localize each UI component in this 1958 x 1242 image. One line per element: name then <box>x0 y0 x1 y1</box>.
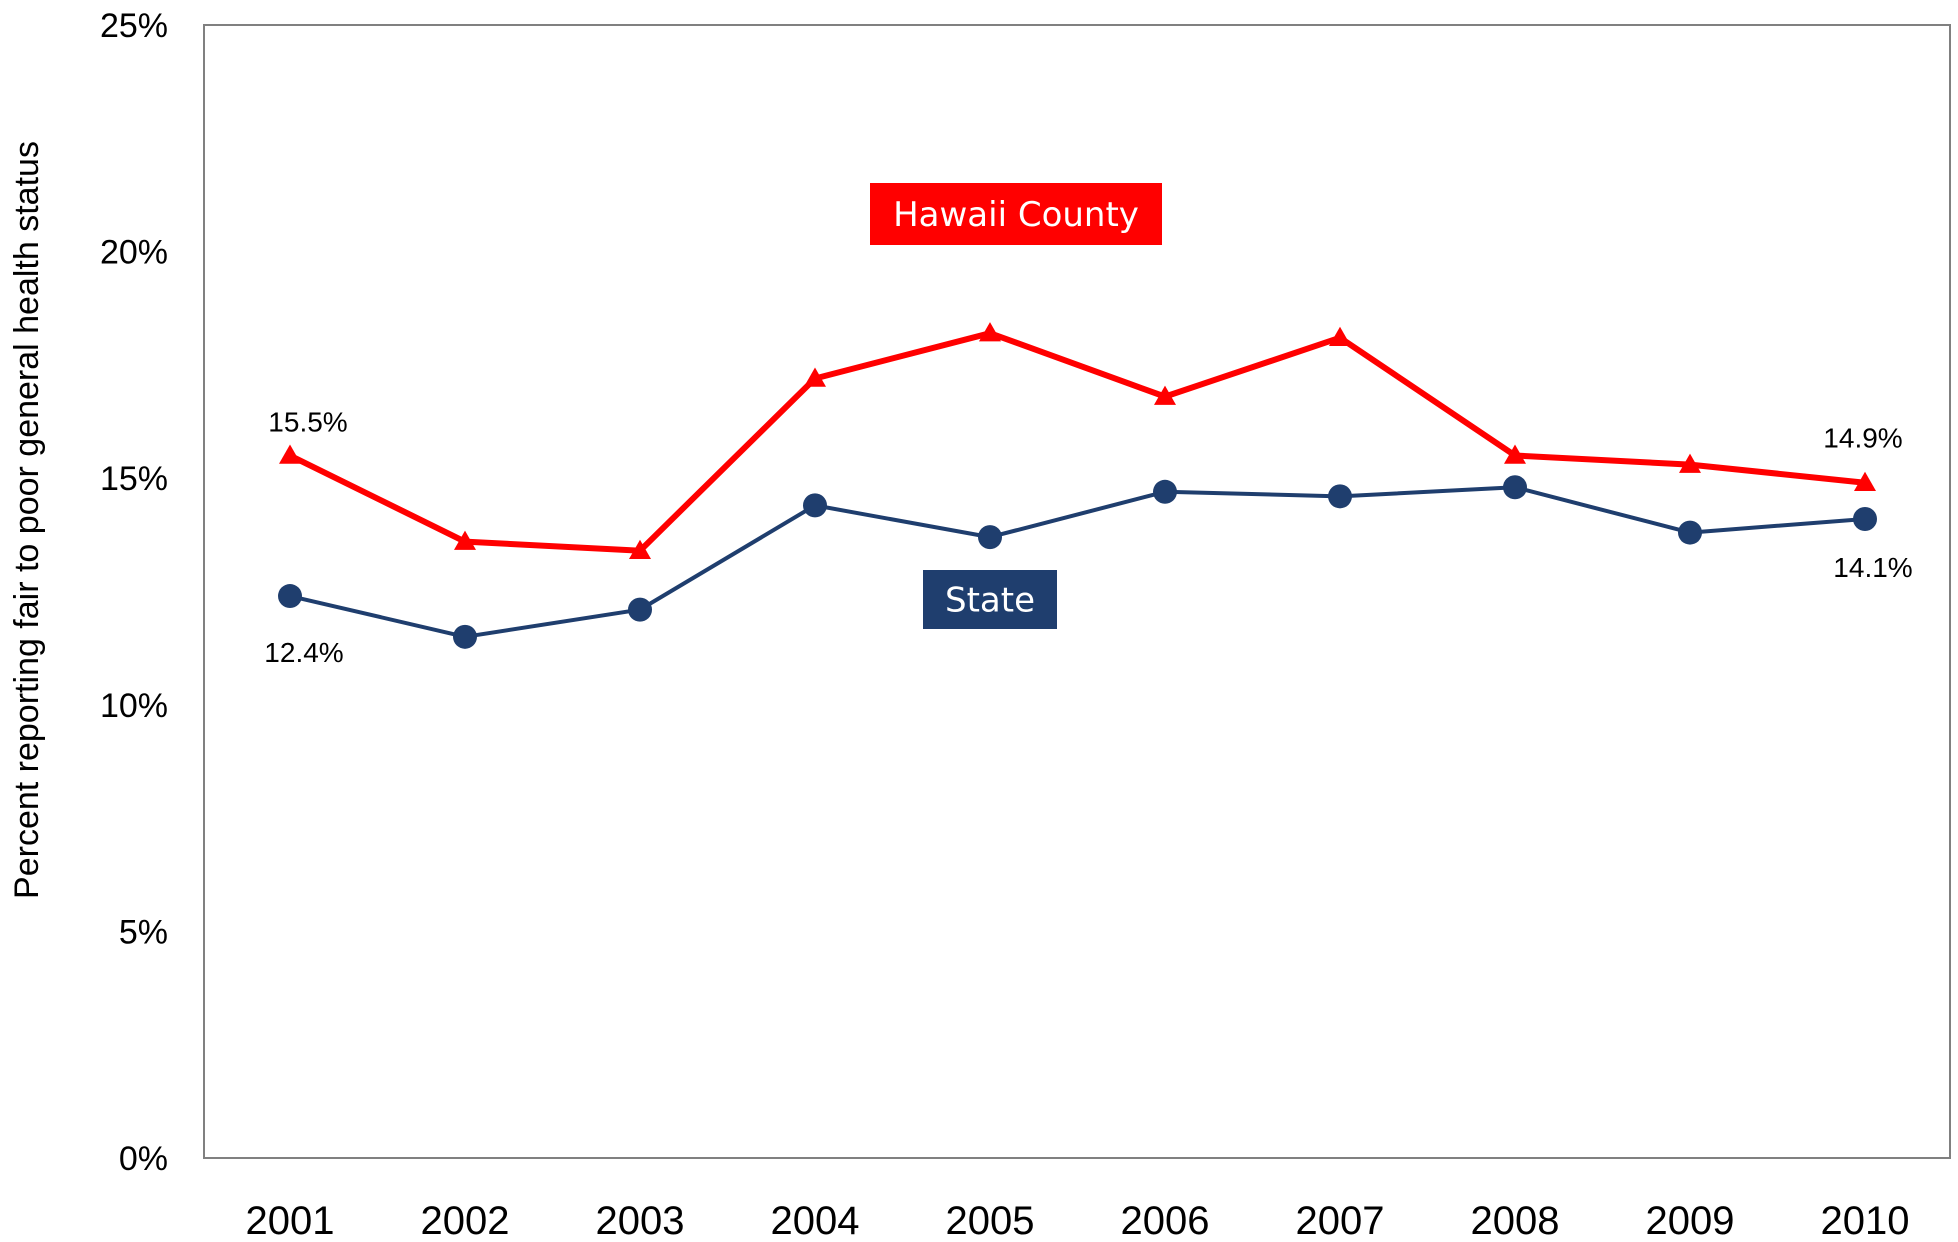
y-tick-label: 25% <box>100 7 168 45</box>
x-tick-label: 2005 <box>946 1199 1035 1242</box>
y-axis-ticks: 0% 5% 10% 15% 20% 25% <box>100 7 168 1178</box>
data-point-triangle <box>1154 385 1176 405</box>
x-tick-label: 2010 <box>1821 1199 1910 1242</box>
x-tick-label: 2007 <box>1296 1199 1385 1242</box>
data-point-circle <box>803 493 827 518</box>
data-label: 14.1% <box>1833 552 1912 583</box>
y-tick-label: 15% <box>100 460 168 498</box>
data-point-triangle <box>1679 453 1701 473</box>
series-line <box>289 485 1866 639</box>
x-tick-label: 2002 <box>421 1199 510 1242</box>
data-point-triangle <box>804 367 826 387</box>
data-label: 15.5% <box>268 407 347 438</box>
data-point-triangle <box>454 530 476 550</box>
data-point-circle <box>1678 520 1702 545</box>
x-tick-label: 2008 <box>1471 1199 1560 1242</box>
series-layer: 15.5% 14.9% Hawaii County 12.4% 14.1% State <box>264 183 1913 668</box>
y-tick-label: 20% <box>100 234 168 272</box>
series-name-label: Hawaii County <box>893 195 1139 235</box>
data-label: 14.9% <box>1823 423 1902 454</box>
data-point-circle <box>1153 479 1177 504</box>
y-axis-label: Percent reporting fair to poor general h… <box>8 141 46 899</box>
data-point-triangle <box>979 322 1001 342</box>
series-hawaii-county: 15.5% 14.9% Hawaii County <box>268 183 1903 559</box>
x-tick-label: 2006 <box>1121 1199 1210 1242</box>
series-state: 12.4% 14.1% State <box>264 475 1913 668</box>
data-point-circle <box>1503 475 1527 500</box>
series-name-label: State <box>945 581 1035 621</box>
data-point-triangle <box>279 444 301 464</box>
data-point-circle <box>978 525 1002 550</box>
data-label: 12.4% <box>264 637 343 668</box>
series-line <box>288 330 1866 554</box>
data-point-circle <box>278 584 302 609</box>
x-tick-label: 2003 <box>596 1199 685 1242</box>
data-point-triangle <box>1854 471 1876 491</box>
data-point-circle <box>1328 484 1352 509</box>
data-point-circle <box>453 624 477 649</box>
plot-frame <box>203 24 1951 1159</box>
data-point-triangle <box>1329 326 1351 346</box>
data-point-circle <box>1853 506 1877 531</box>
data-point-triangle <box>1504 444 1526 464</box>
x-tick-label: 2009 <box>1646 1199 1735 1242</box>
y-tick-label: 5% <box>119 913 168 951</box>
x-axis-ticks: 2001 2002 2003 2004 2005 2006 2007 2008 2009 2010 <box>246 1199 1910 1242</box>
x-tick-label: 2004 <box>771 1199 860 1242</box>
x-tick-label: 2001 <box>246 1199 335 1242</box>
series-name-box <box>870 183 1162 245</box>
series-name-box <box>923 570 1057 629</box>
data-point-circle <box>628 597 652 622</box>
y-tick-label: 10% <box>100 687 168 725</box>
data-point-triangle <box>629 539 651 559</box>
y-tick-label: 0% <box>119 1140 168 1178</box>
